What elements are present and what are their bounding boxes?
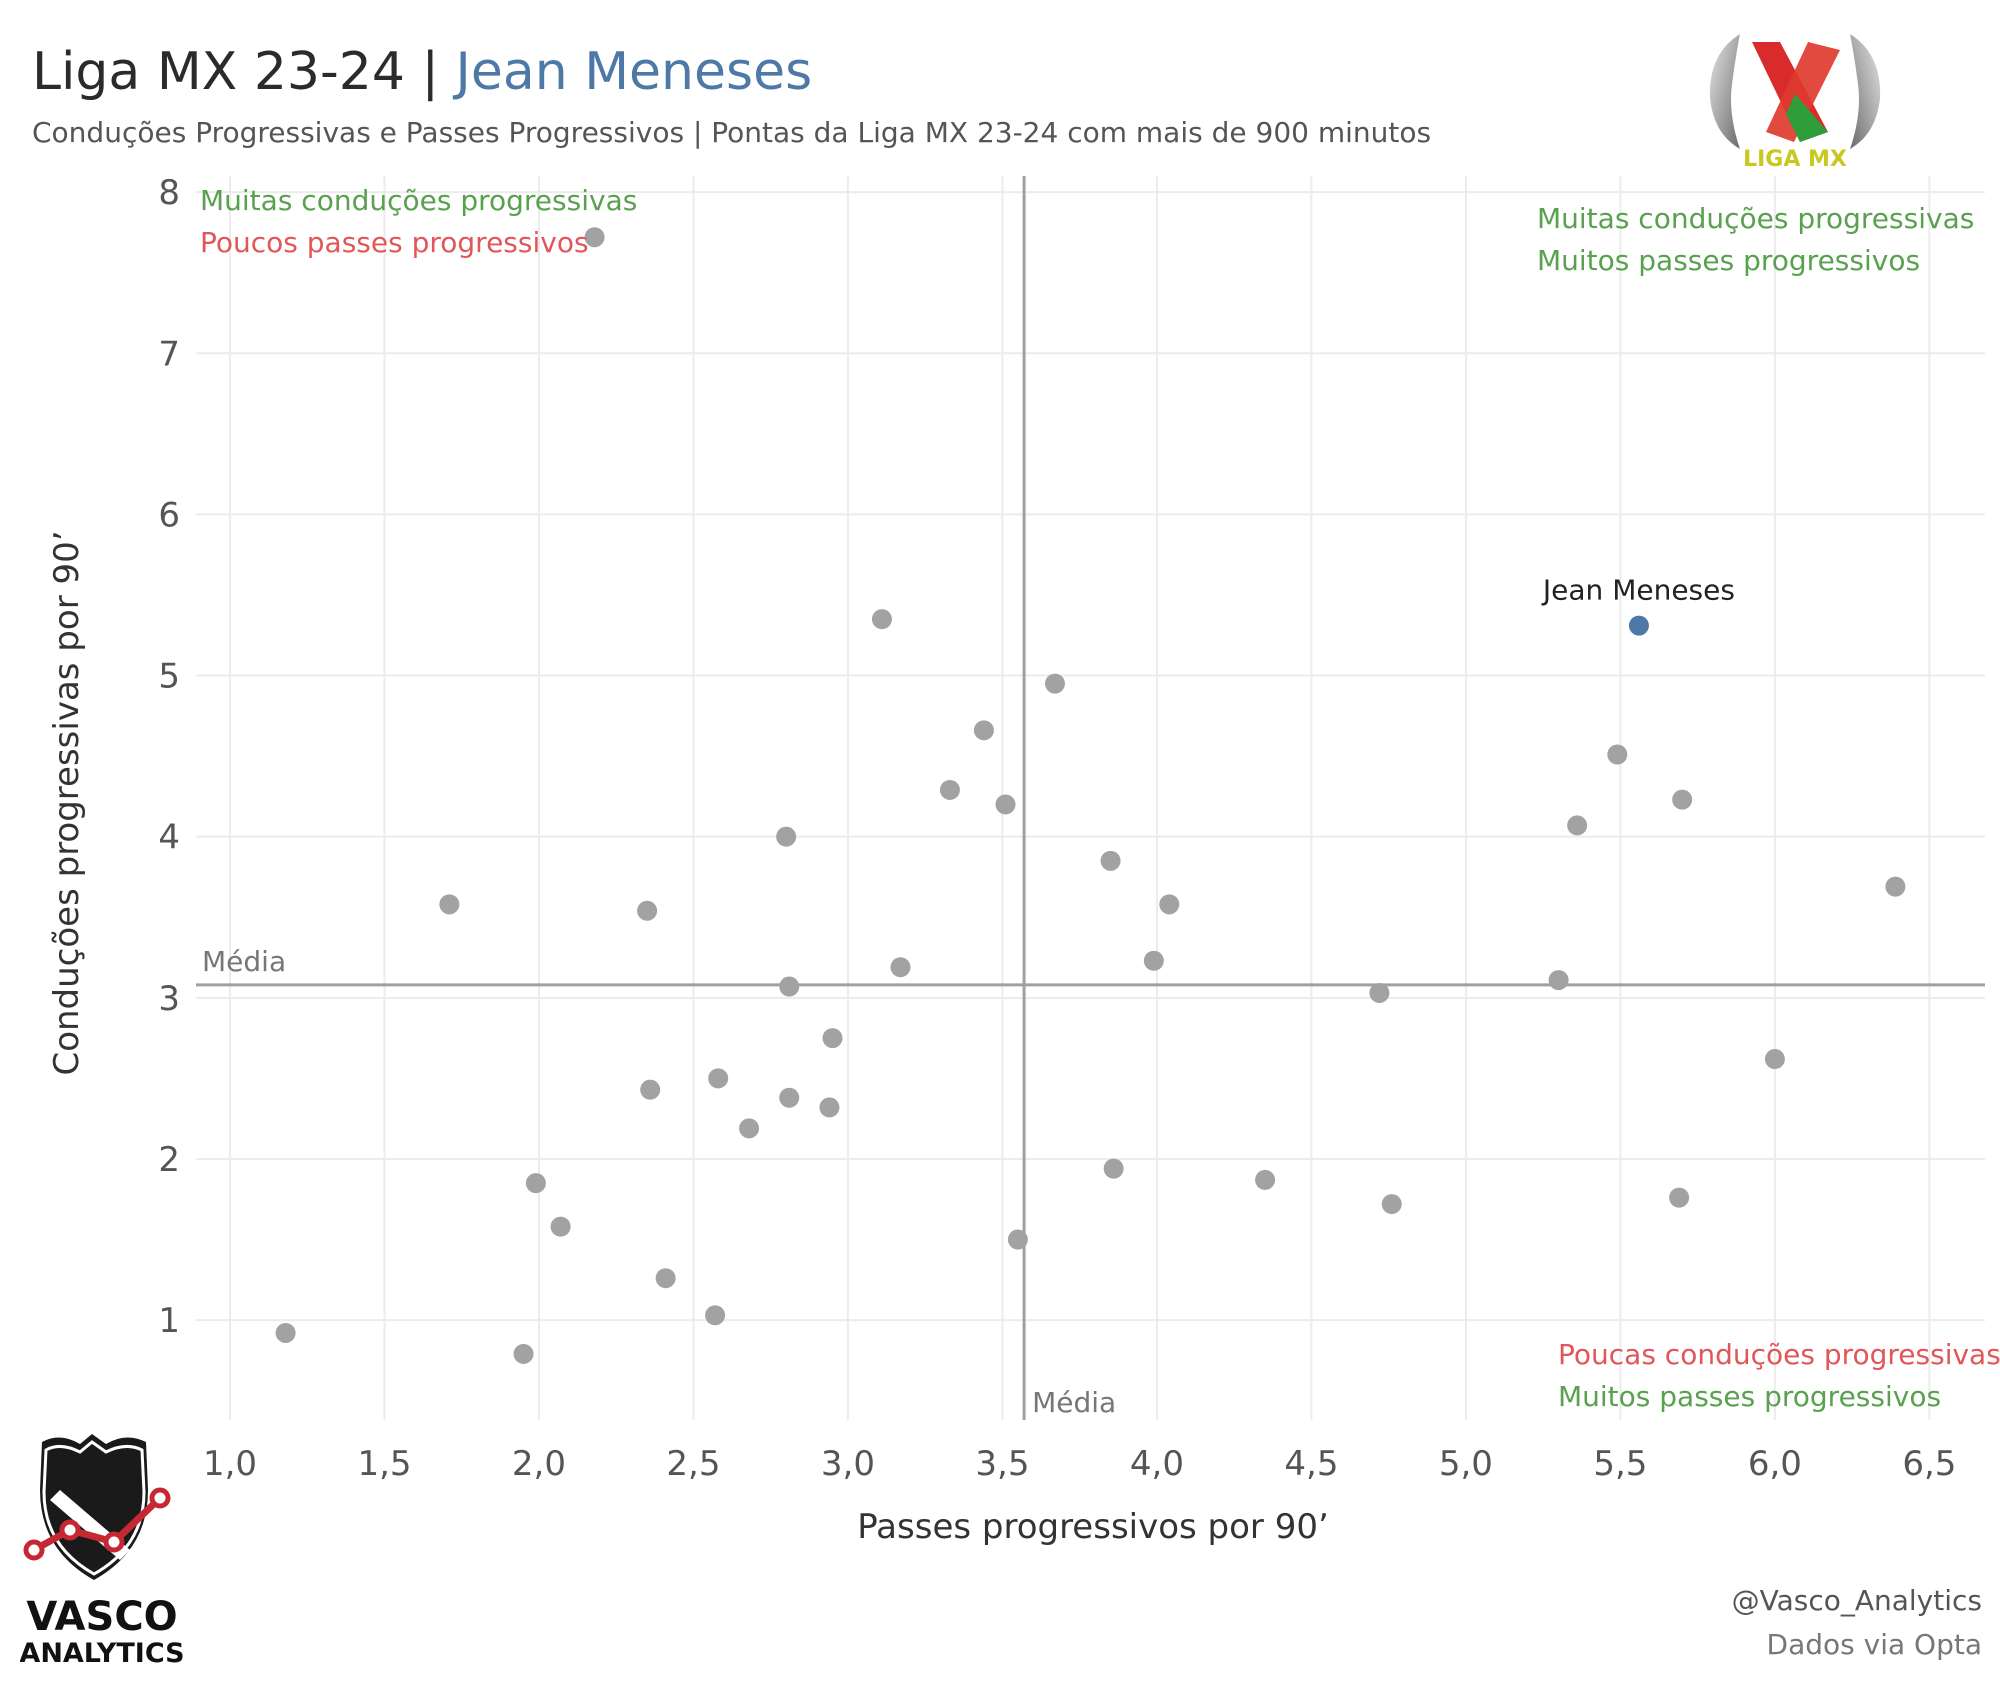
- chart-subtitle: Conduções Progressivas e Passes Progress…: [32, 116, 1432, 149]
- x-tick-label: 5,0: [1439, 1444, 1493, 1484]
- vasco-analytics-logo: VASCO ANALYTICS: [20, 1434, 185, 1669]
- data-point: [640, 1079, 661, 1100]
- mean-line-y-label: Média: [202, 945, 286, 978]
- quadrant-labels: Muitas conduções progressivas Poucos pass…: [200, 184, 2000, 1413]
- data-point: [1607, 744, 1628, 765]
- quadrant-top-left-line1: Muitas conduções progressivas: [200, 184, 637, 217]
- quadrant-top-right-line2: Muitos passes progressivos: [1537, 244, 1920, 277]
- x-axis-ticks: 1,0 1,5 2,0 2,5 3,0 3,5 4,0 4,5 5,0 5,5 6,0 6,5: [203, 1444, 1956, 1484]
- data-point: [819, 1097, 840, 1118]
- data-point: [939, 779, 960, 800]
- highlight-player-label: Jean Meneses: [1541, 574, 1735, 607]
- data-point: [1672, 789, 1693, 810]
- x-tick-label: 6,5: [1902, 1444, 1956, 1484]
- data-point: [890, 957, 911, 978]
- y-tick-label: 8: [158, 173, 180, 213]
- mean-reference-lines: Média Média: [196, 176, 1985, 1420]
- y-tick-label: 7: [158, 334, 180, 374]
- vasco-logo-line1: VASCO: [26, 1594, 177, 1640]
- data-point: [1885, 876, 1906, 897]
- data-point: [1381, 1194, 1402, 1215]
- gridlines: [196, 176, 1985, 1420]
- mean-line-x-label: Média: [1032, 1386, 1116, 1419]
- x-tick-label: 6,0: [1748, 1444, 1802, 1484]
- data-point: [1255, 1169, 1276, 1190]
- x-tick-label: 5,5: [1593, 1444, 1647, 1484]
- data-point: [584, 227, 605, 248]
- x-tick-label: 3,5: [975, 1444, 1029, 1484]
- data-point: [973, 720, 994, 741]
- data-point: [1100, 850, 1121, 871]
- data-point: [871, 609, 892, 630]
- liga-mx-logo: LIGA MX: [1709, 34, 1881, 172]
- data-point: [776, 826, 797, 847]
- data-point-highlight: [1628, 615, 1649, 636]
- twitter-handle: @Vasco_Analytics: [1731, 1584, 1982, 1617]
- data-point: [822, 1028, 843, 1049]
- data-points: Jean Meneses: [275, 227, 1906, 1364]
- y-tick-label: 3: [158, 979, 180, 1019]
- data-point: [1103, 1158, 1124, 1179]
- quadrant-top-right-line1: Muitas conduções progressivas: [1537, 202, 1974, 235]
- data-point: [1764, 1049, 1785, 1070]
- data-source: Dados via Opta: [1766, 1628, 1982, 1661]
- title-league: Liga MX 23-24 |: [32, 42, 456, 102]
- quadrant-top-left-line2: Poucos passes progressivos: [200, 226, 589, 259]
- data-point: [1669, 1187, 1690, 1208]
- x-tick-label: 4,0: [1130, 1444, 1184, 1484]
- quadrant-bottom-right-line1: Poucas conduções progressivas: [1558, 1338, 2000, 1371]
- data-point: [1044, 673, 1065, 694]
- data-point: [550, 1216, 571, 1237]
- y-tick-label: 4: [158, 818, 180, 858]
- data-point: [1567, 815, 1588, 836]
- chart-title: Liga MX 23-24 | Jean Meneses: [32, 42, 812, 102]
- liga-mx-logo-text: LIGA MX: [1743, 147, 1847, 172]
- x-tick-label: 1,0: [203, 1444, 257, 1484]
- x-tick-label: 3,0: [821, 1444, 875, 1484]
- x-tick-label: 1,5: [357, 1444, 411, 1484]
- data-point: [1369, 982, 1390, 1003]
- data-point: [1143, 950, 1164, 971]
- data-point: [513, 1343, 534, 1364]
- y-tick-label: 1: [158, 1301, 180, 1341]
- data-point: [525, 1173, 546, 1194]
- data-point: [655, 1268, 676, 1289]
- data-point: [779, 1087, 800, 1108]
- data-point: [439, 894, 460, 915]
- x-tick-label: 2,0: [512, 1444, 566, 1484]
- x-tick-label: 4,5: [1284, 1444, 1338, 1484]
- vasco-logo-line2: ANALYTICS: [20, 1638, 185, 1669]
- y-tick-label: 2: [158, 1140, 180, 1180]
- data-point: [275, 1322, 296, 1343]
- data-point: [1548, 970, 1569, 991]
- y-axis-ticks: 1 2 3 4 5 6 7 8: [158, 173, 180, 1341]
- title-player-name: Jean Meneses: [455, 42, 813, 102]
- quadrant-bottom-right-line2: Muitos passes progressivos: [1558, 1380, 1941, 1413]
- y-tick-label: 5: [158, 657, 180, 697]
- y-tick-label: 6: [158, 495, 180, 535]
- x-axis-label: Passes progressivos por 90’: [857, 1507, 1329, 1547]
- data-point: [1007, 1229, 1028, 1250]
- data-point: [1159, 894, 1180, 915]
- x-tick-label: 2,5: [666, 1444, 720, 1484]
- data-point: [779, 976, 800, 997]
- data-point: [708, 1068, 729, 1089]
- y-axis-label: Conduções progressivas por 90’: [47, 530, 87, 1075]
- data-point: [705, 1305, 726, 1326]
- data-point: [739, 1118, 760, 1139]
- data-point: [637, 900, 658, 921]
- data-point: [995, 794, 1016, 815]
